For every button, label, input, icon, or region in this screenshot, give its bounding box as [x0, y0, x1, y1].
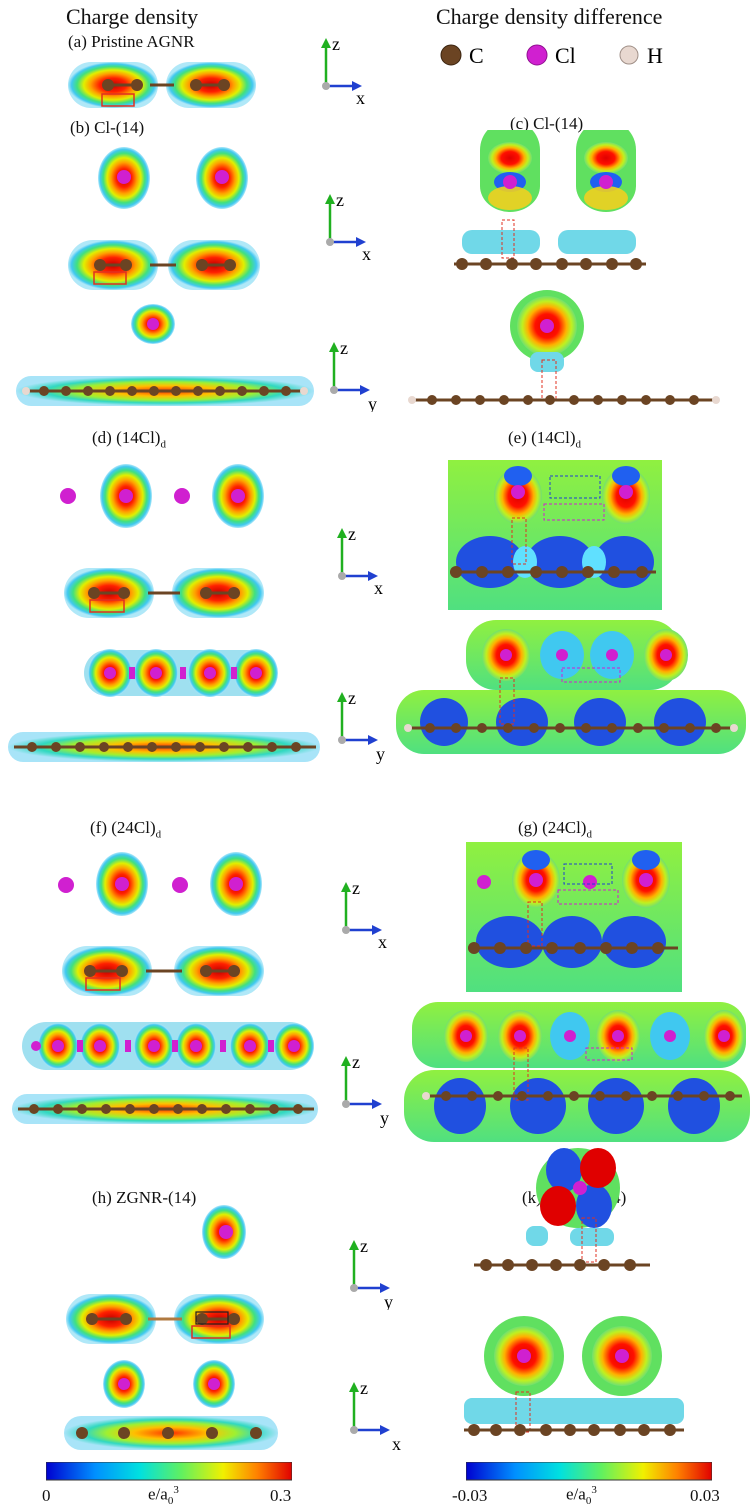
- panel-c-label: (c) Cl-(14): [510, 114, 584, 133]
- panel-f-side-density: [12, 1022, 318, 1124]
- svg-text:x: x: [378, 932, 387, 950]
- panel-g-difference: [466, 842, 682, 992]
- colorbar-left-max: 0.3: [270, 1486, 292, 1505]
- header-charge-density: Charge density: [66, 4, 199, 29]
- svg-text:z: z: [336, 192, 344, 210]
- colorbar-left-unit: e/a03: [148, 1484, 179, 1508]
- svg-text:y: y: [384, 1292, 393, 1310]
- panel-f-density: [58, 852, 264, 996]
- colorbar-right-min: -0.03: [452, 1486, 488, 1505]
- panel-k-difference: [464, 1148, 684, 1436]
- panel-a-density: [68, 62, 256, 108]
- axes-triad-b: zx: [325, 192, 371, 262]
- panel-e-side-difference: [396, 620, 746, 754]
- colorbar-right: [466, 1462, 712, 1481]
- svg-text:z: z: [360, 1380, 368, 1398]
- axes-triad-h-side: zx: [349, 1380, 401, 1452]
- axes-triad-d: zx: [337, 526, 383, 596]
- chlorine-legend-icon: [526, 44, 548, 66]
- svg-text:z: z: [352, 1054, 360, 1072]
- svg-text:x: x: [392, 1434, 401, 1452]
- svg-text:z: z: [352, 880, 360, 898]
- panel-g-side-difference: [404, 1002, 750, 1142]
- panel-h-label: (h) ZGNR-(14): [92, 1188, 197, 1207]
- header-charge-density-difference: Charge density difference: [436, 4, 663, 29]
- chlorine-legend-label: Cl: [555, 43, 576, 68]
- axes-triad-a: zx: [321, 36, 365, 106]
- panel-c-side-difference: [408, 290, 720, 405]
- atom-legend: C Cl H: [437, 40, 697, 70]
- carbon-legend-label: C: [469, 43, 484, 68]
- panel-a-label: (a) Pristine AGNR: [68, 32, 195, 51]
- colorbar-right-max: 0.03: [690, 1486, 720, 1505]
- svg-text:z: z: [340, 340, 348, 358]
- panel-e-difference: [448, 460, 662, 610]
- svg-text:x: x: [356, 88, 365, 106]
- panel-b-density: [68, 147, 260, 290]
- hydrogen-legend-label: H: [647, 43, 663, 68]
- panel-b-label: (b) Cl-(14): [70, 118, 145, 137]
- panel-g-label: (g) (24Cl)d: [518, 818, 592, 841]
- atom-legend-glyphs: C Cl H: [440, 43, 663, 68]
- panel-e-label: (e) (14Cl)d: [508, 428, 582, 451]
- colorbar-right-unit: e/a03: [566, 1484, 597, 1508]
- panel-f-label: (f) (24Cl)d: [90, 818, 162, 841]
- colorbar-left-min: 0: [42, 1486, 51, 1505]
- panel-b-side-density: [16, 304, 314, 406]
- axes-triad-b-side: zy: [329, 340, 377, 412]
- hydrogen-legend-icon: [619, 45, 639, 65]
- panel-d-density: [60, 464, 264, 618]
- charge-density-difference-column: [396, 130, 750, 1436]
- carbon-legend-icon: [440, 44, 462, 66]
- svg-text:z: z: [360, 1238, 368, 1256]
- svg-text:y: y: [368, 394, 377, 412]
- panel-c-difference: [454, 130, 646, 270]
- axes-triad-d-side: zy: [337, 690, 385, 764]
- svg-text:z: z: [348, 690, 356, 708]
- panel-d-side-density: [8, 649, 320, 762]
- charge-density-column: [8, 62, 320, 1450]
- panel-h-density: [64, 1205, 278, 1450]
- axes-triad-h: zy: [349, 1238, 393, 1310]
- panel-d-label: (d) (14Cl)d: [92, 428, 166, 451]
- axes-triad-f: zx: [341, 880, 387, 950]
- svg-text:z: z: [348, 526, 356, 544]
- axes-triad-f-side: zy: [341, 1054, 389, 1128]
- svg-text:y: y: [376, 744, 385, 764]
- colorbar-left: [46, 1462, 292, 1481]
- svg-text:x: x: [362, 244, 371, 262]
- svg-text:y: y: [380, 1108, 389, 1128]
- svg-text:z: z: [332, 36, 340, 54]
- svg-text:x: x: [374, 578, 383, 596]
